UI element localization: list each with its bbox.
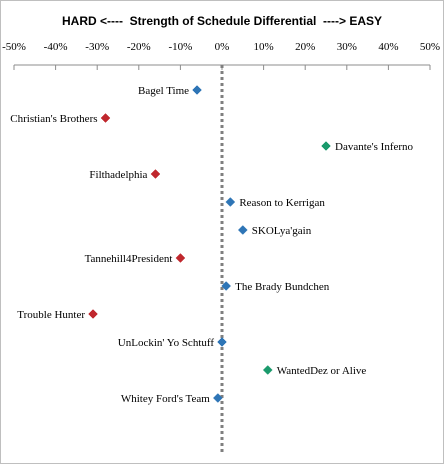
data-label: UnLockin' Yo Schtuff xyxy=(118,337,215,349)
x-tick-label: 30% xyxy=(337,41,357,53)
data-point-diamond xyxy=(192,85,202,95)
x-tick-label: 40% xyxy=(378,41,398,53)
x-tick-label: -40% xyxy=(44,41,68,53)
x-tick-label: 50% xyxy=(420,41,440,53)
x-tick-label: 0% xyxy=(215,41,230,53)
data-point-diamond xyxy=(100,113,111,123)
data-point-diamond xyxy=(150,169,161,179)
data-label: Christian's Brothers xyxy=(10,113,97,125)
data-point-diamond xyxy=(225,197,236,207)
data-point-diamond xyxy=(212,393,223,403)
chart-title: HARD <---- Strength of Schedule Differen… xyxy=(61,14,382,28)
data-label: WantedDez or Alive xyxy=(277,365,367,377)
data-point-diamond xyxy=(237,225,248,235)
x-tick-label: -20% xyxy=(127,41,151,53)
data-point-diamond xyxy=(221,281,232,291)
x-tick-label: 10% xyxy=(254,41,274,53)
data-label: Reason to Kerrigan xyxy=(239,197,325,209)
data-label: SKOLya'gain xyxy=(252,225,312,237)
data-label: Filthadelphia xyxy=(89,169,147,181)
data-label: The Brady Bundchen xyxy=(235,281,330,293)
data-label: Tannehill4President xyxy=(85,253,173,265)
data-label: Trouble Hunter xyxy=(17,309,85,321)
data-point-diamond xyxy=(321,141,331,151)
x-tick-label: -30% xyxy=(85,41,109,53)
x-tick-label: 20% xyxy=(295,41,315,53)
data-point-diamond xyxy=(262,365,273,375)
data-label: Bagel Time xyxy=(138,85,189,97)
data-label: Whitey Ford's Team xyxy=(121,393,210,405)
data-point-diamond xyxy=(88,309,98,319)
data-label: Davante's Inferno xyxy=(335,141,414,153)
x-tick-label: -50% xyxy=(2,41,26,53)
x-tick-label: -10% xyxy=(168,41,192,53)
data-point-diamond xyxy=(217,337,227,347)
data-point-diamond xyxy=(175,253,186,263)
